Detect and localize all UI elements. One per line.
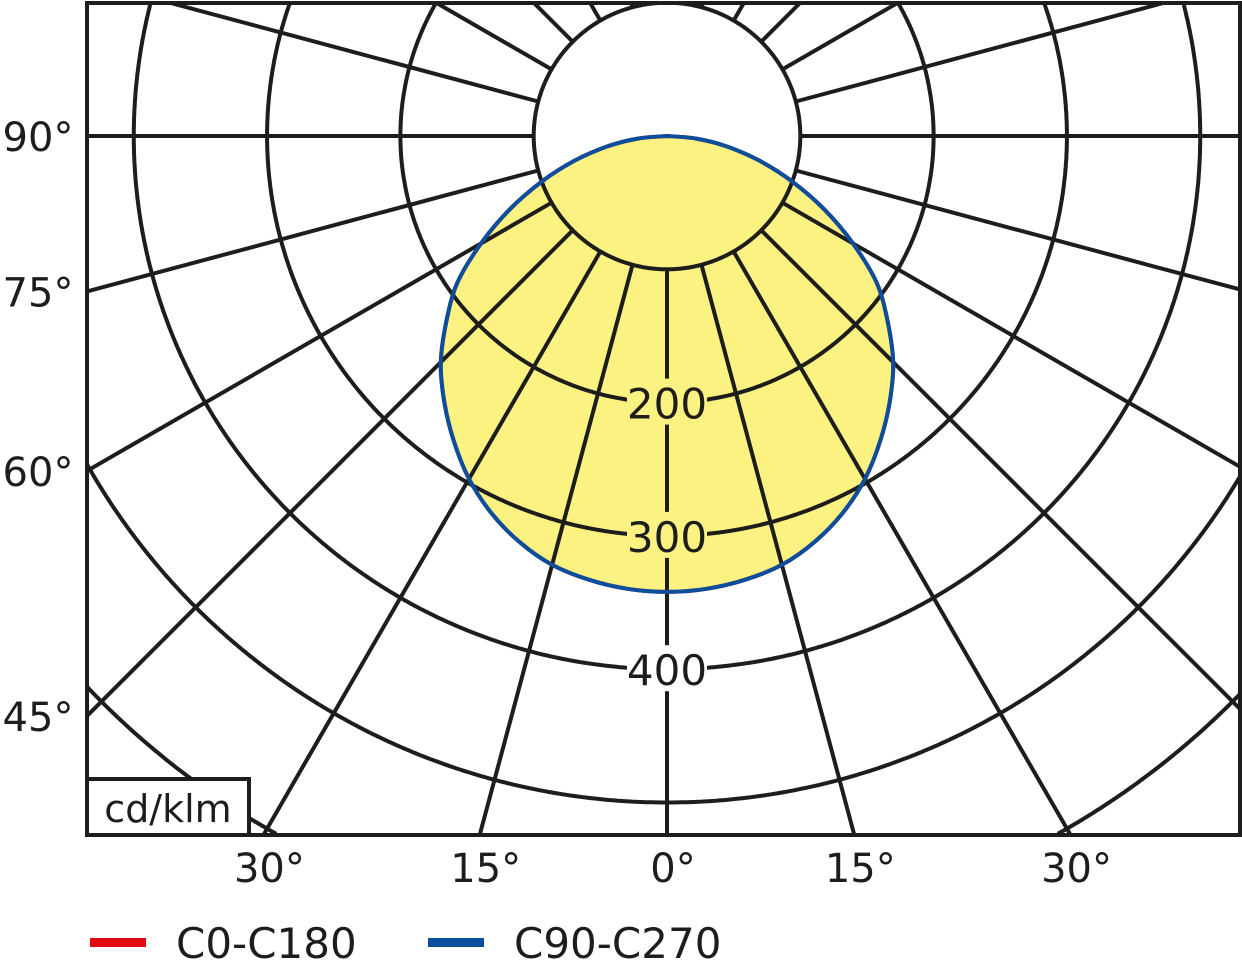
angle-label-left-45: 45° xyxy=(3,695,74,741)
angle-label-bottom-30: 30° xyxy=(1041,846,1112,892)
angle-label-bottom-15: 15° xyxy=(825,846,896,892)
grid-radial--120 xyxy=(435,3,553,72)
radial-tick-label-300: 300 xyxy=(627,513,707,562)
grid-circle-500 xyxy=(87,463,1240,805)
radial-tick-label-200: 200 xyxy=(627,380,707,429)
angle-label-left-75: 75° xyxy=(3,270,74,316)
plot-area: 200 300 400 xyxy=(87,3,1240,835)
legend: C0-C180 C90-C270 xyxy=(90,919,721,964)
angle-label-bottom-0: 0° xyxy=(650,846,695,892)
grid-radial-135 xyxy=(759,3,802,44)
grid-radial--135 xyxy=(532,3,575,44)
tick-label-bg xyxy=(627,645,707,692)
grid-radial--30 xyxy=(261,250,603,835)
tick-label-bg xyxy=(627,378,707,425)
angle-label-left-90: 90° xyxy=(3,115,74,161)
unit-label: cd/klm xyxy=(104,787,231,831)
grid-radial--75 xyxy=(87,168,539,294)
grid-radial-30 xyxy=(731,250,1073,835)
grid-radial-60 xyxy=(781,200,1240,469)
grid-radial--60 xyxy=(87,200,553,473)
legend-swatch-c90-c270 xyxy=(428,938,484,947)
grid-radial--150 xyxy=(588,3,603,22)
grid-radial-45 xyxy=(759,228,1240,711)
grid-radial--15 xyxy=(477,264,635,835)
tick-label-bg xyxy=(627,511,707,558)
grid-circle-300 xyxy=(265,3,1069,538)
grid-circle-400 xyxy=(131,4,1203,672)
grid-radial-120 xyxy=(781,3,899,72)
grid-radial--105 xyxy=(170,3,539,104)
grid-radial-105 xyxy=(795,3,1164,104)
legend-label-c90-c270: C90-C270 xyxy=(514,919,721,964)
legend-label-c0-c180: C0-C180 xyxy=(176,919,357,964)
plot-frame xyxy=(85,1,1242,837)
grid-radial-150 xyxy=(731,3,746,22)
legend-swatch-c0-c180 xyxy=(90,938,146,947)
radial-tick-label-400: 400 xyxy=(627,646,707,695)
angle-label-bottom--30: 30° xyxy=(234,846,305,892)
grid-radial-75 xyxy=(795,168,1240,292)
grid-radial-15 xyxy=(699,264,857,835)
angle-label-left-60: 60° xyxy=(3,450,74,496)
grid-radial--45 xyxy=(87,228,575,718)
series-curve-c90-c270 xyxy=(438,133,896,594)
unit-label-box: cd/klm xyxy=(85,777,251,837)
angle-label-bottom--15: 15° xyxy=(450,846,521,892)
